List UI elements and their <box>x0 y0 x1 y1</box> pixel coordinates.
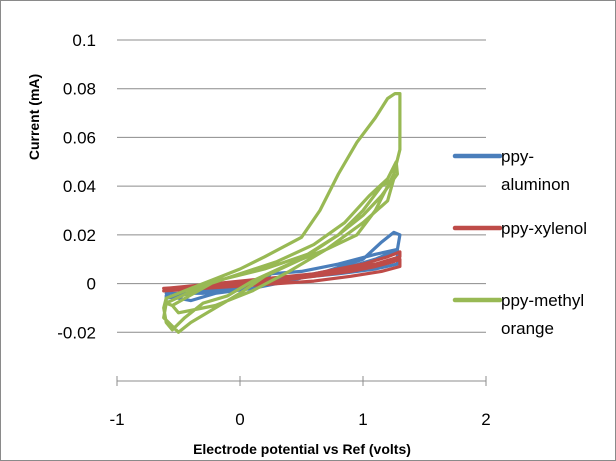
y-tick-label: 0.1 <box>72 31 96 50</box>
series-line-2 <box>162 250 402 293</box>
legend-label: ppy-xylenol <box>501 219 587 238</box>
y-tick-label: -0.02 <box>57 323 96 342</box>
y-tick-label: 0.08 <box>63 80 96 99</box>
x-tick-label: -1 <box>109 410 124 429</box>
legend-label: aluminon <box>501 175 570 194</box>
legend-label: orange <box>501 319 554 338</box>
x-axis-title: Electrode potential vs Ref (volts) <box>193 441 411 457</box>
tick-labels: -0.02 0 0.02 0.04 0.06 0.08 0.1 -1 0 1 2 <box>57 31 490 429</box>
x-tick-label: 2 <box>481 410 490 429</box>
y-tick-label: 0.02 <box>63 226 96 245</box>
x-tick-label: 1 <box>358 410 367 429</box>
legend: ppy-aluminon ppy-xylenol ppy-methyl orange <box>452 147 587 338</box>
y-tick-label: 0.06 <box>63 128 96 147</box>
y-tick-label: 0 <box>87 275 96 294</box>
y-tick-label: 0.04 <box>63 177 96 196</box>
series-line-3 <box>162 92 402 334</box>
x-tick-label: 0 <box>235 410 244 429</box>
legend-label: ppy-methyl <box>501 291 584 310</box>
x-axis <box>116 376 487 386</box>
legend-label: ppy- <box>501 147 534 166</box>
y-axis-title: Current (mA) <box>26 74 42 160</box>
plot-area <box>162 92 402 334</box>
